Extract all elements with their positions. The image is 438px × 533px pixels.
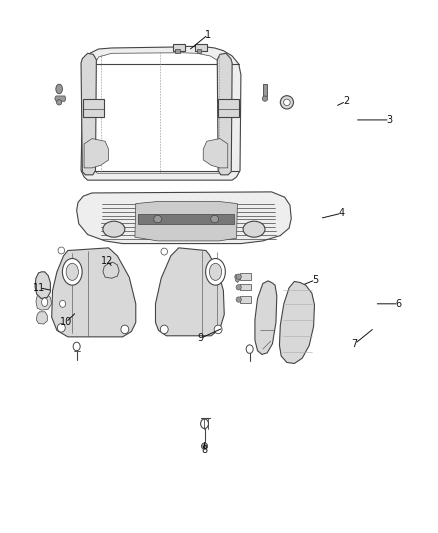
Ellipse shape	[160, 325, 168, 334]
Ellipse shape	[73, 342, 80, 351]
Bar	[83, 99, 104, 117]
Ellipse shape	[283, 99, 290, 106]
Ellipse shape	[201, 443, 208, 449]
Polygon shape	[235, 274, 240, 282]
Ellipse shape	[246, 345, 253, 353]
Bar	[197, 49, 201, 53]
Text: 12: 12	[101, 256, 113, 266]
Ellipse shape	[57, 100, 62, 105]
Polygon shape	[92, 53, 227, 173]
Text: 8: 8	[201, 446, 208, 455]
Text: 5: 5	[312, 275, 318, 285]
Ellipse shape	[121, 325, 129, 334]
Ellipse shape	[56, 84, 62, 94]
Ellipse shape	[262, 96, 268, 101]
Polygon shape	[77, 192, 291, 244]
Text: 3: 3	[387, 115, 393, 125]
Polygon shape	[203, 139, 228, 168]
Ellipse shape	[209, 263, 222, 280]
Bar	[195, 44, 207, 51]
Polygon shape	[135, 201, 237, 241]
Ellipse shape	[236, 285, 241, 290]
Text: 2: 2	[343, 96, 349, 106]
Bar	[173, 44, 185, 51]
Polygon shape	[36, 294, 52, 310]
Ellipse shape	[103, 221, 125, 237]
Ellipse shape	[42, 298, 48, 306]
Polygon shape	[52, 248, 136, 337]
Text: 6: 6	[396, 299, 402, 309]
Polygon shape	[81, 46, 241, 180]
Ellipse shape	[66, 263, 78, 280]
Ellipse shape	[236, 297, 241, 302]
Polygon shape	[255, 281, 277, 354]
Bar	[175, 49, 180, 53]
Polygon shape	[155, 248, 224, 336]
Polygon shape	[35, 272, 50, 298]
Ellipse shape	[154, 215, 162, 223]
Text: 9: 9	[197, 334, 203, 343]
Ellipse shape	[214, 325, 222, 334]
Bar	[263, 84, 267, 96]
Ellipse shape	[243, 221, 265, 237]
Polygon shape	[55, 96, 66, 101]
Text: 1: 1	[205, 30, 211, 39]
Bar	[138, 214, 234, 224]
Ellipse shape	[280, 95, 293, 109]
Ellipse shape	[58, 247, 65, 254]
Bar	[240, 284, 251, 290]
Ellipse shape	[161, 248, 167, 255]
Polygon shape	[36, 312, 47, 324]
Bar	[240, 296, 251, 303]
Polygon shape	[103, 262, 119, 278]
Ellipse shape	[57, 324, 65, 332]
Ellipse shape	[201, 419, 208, 429]
Polygon shape	[81, 53, 96, 175]
Bar	[218, 99, 239, 117]
Polygon shape	[84, 139, 109, 168]
Ellipse shape	[206, 259, 225, 285]
Text: 10: 10	[60, 318, 72, 327]
Polygon shape	[217, 53, 232, 175]
Text: 7: 7	[352, 339, 358, 349]
Text: 4: 4	[339, 208, 345, 218]
Ellipse shape	[211, 215, 219, 223]
Bar	[240, 273, 251, 280]
Ellipse shape	[236, 274, 241, 279]
Polygon shape	[279, 281, 314, 364]
Text: 11: 11	[33, 283, 46, 293]
Ellipse shape	[63, 259, 82, 285]
Ellipse shape	[60, 301, 66, 307]
